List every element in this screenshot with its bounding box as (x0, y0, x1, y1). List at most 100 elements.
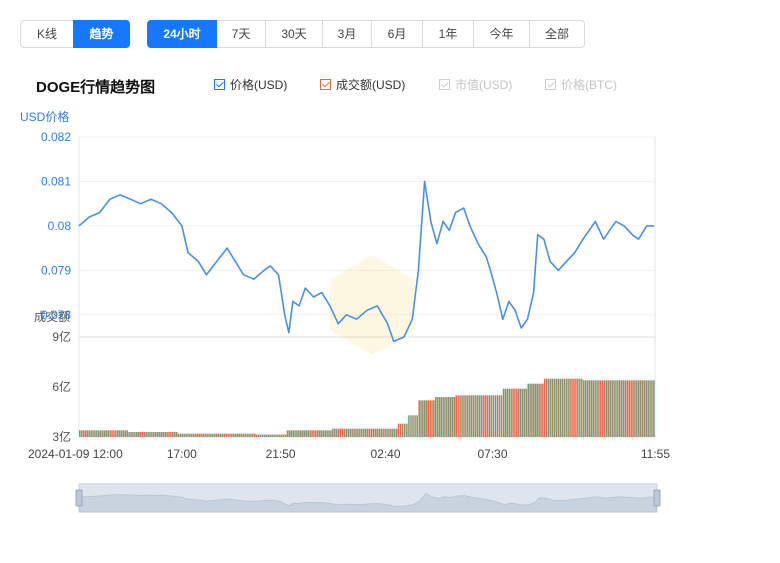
volume-bar (277, 434, 279, 437)
navigator-handle-left[interactable] (75, 489, 83, 507)
volume-bar (433, 400, 435, 437)
volume-bar (309, 430, 311, 437)
volume-bar (128, 432, 130, 437)
volume-bar (516, 388, 518, 437)
volume-bar (107, 430, 109, 437)
volume-bar (605, 380, 608, 437)
legend-price-usd[interactable]: 价格(USD) (214, 76, 287, 93)
tab-30d[interactable]: 30天 (265, 20, 323, 48)
volume-bar (255, 434, 258, 437)
volume-bar (603, 380, 606, 437)
volume-bar (434, 397, 437, 437)
volume-bar (96, 430, 98, 437)
volume-bar (649, 380, 651, 437)
tab-6m[interactable]: 6月 (371, 20, 423, 48)
volume-bar (175, 432, 178, 437)
volume-bar (170, 432, 172, 437)
volume-bar (476, 395, 479, 437)
volume-bar (636, 380, 638, 437)
volume-bar (449, 397, 452, 437)
volume-bar (372, 428, 375, 437)
volume-bar (446, 397, 448, 437)
volume-bar (290, 430, 293, 437)
legend-label: 市值(USD) (455, 78, 513, 92)
volume-bar (223, 433, 226, 437)
legend-price-btc[interactable]: 价格(BTC) (545, 76, 617, 93)
tab-all[interactable]: 全部 (529, 20, 585, 48)
legend-label: 价格(USD) (230, 78, 288, 92)
volume-bar (343, 428, 346, 437)
volume-bar (217, 433, 220, 437)
volume-bar (103, 430, 106, 437)
tab-ytd[interactable]: 今年 (473, 20, 530, 48)
volume-bar (380, 428, 382, 437)
volume-bar (581, 378, 583, 437)
volume-bar (299, 430, 302, 437)
volume-bar (622, 380, 625, 437)
volume-bar (328, 430, 330, 437)
volume-bar (392, 428, 394, 437)
volume-bar (212, 433, 214, 437)
x-tick-label: 11:55 (641, 447, 670, 461)
volume-bar (137, 432, 140, 437)
volume-bar (168, 432, 170, 437)
volume-bar (236, 433, 239, 437)
volume-bar (177, 433, 180, 437)
volume-bar (455, 395, 457, 437)
volume-bar (478, 395, 481, 437)
volume-bar (225, 433, 227, 437)
volume-bar (318, 430, 321, 437)
legend-marketcap-usd[interactable]: 市值(USD) (439, 76, 512, 93)
volume-bar (208, 433, 210, 437)
volume-bar (584, 380, 587, 437)
volume-bar (141, 432, 144, 437)
navigator-handle-right[interactable] (653, 489, 661, 507)
volume-bar (252, 433, 254, 437)
volume-bar (414, 415, 416, 437)
tab-trend[interactable]: 趋势 (73, 20, 130, 48)
volume-bar (545, 378, 548, 437)
volume-bar (643, 380, 646, 437)
price-tick-label: 0.082 (41, 130, 71, 144)
volume-bar (575, 378, 577, 437)
volume-bar (257, 434, 260, 437)
volume-bar (519, 388, 522, 437)
volume-bar (80, 430, 83, 437)
volume-bar (645, 380, 648, 437)
volume-bar (221, 433, 224, 437)
volume-bar (227, 433, 229, 437)
volume-bar (118, 430, 121, 437)
volume-bar (99, 430, 102, 437)
volume-bar (82, 430, 85, 437)
volume-bar (246, 433, 248, 437)
volume-bar (335, 428, 338, 437)
volume-bar (90, 430, 92, 437)
volume-bar (512, 388, 514, 437)
tab-24h[interactable]: 24小时 (147, 20, 217, 48)
volume-bar (231, 433, 233, 437)
volume-bar (134, 432, 136, 437)
volume-bar (506, 388, 509, 437)
volume-bar (160, 432, 163, 437)
volume-bar (447, 397, 450, 437)
volume-bar (378, 428, 381, 437)
volume-bar (386, 428, 388, 437)
volume-bar (569, 378, 571, 437)
volume-bar (263, 434, 266, 437)
volume-bar (351, 428, 353, 437)
volume-bar (347, 428, 350, 437)
volume-bar (200, 433, 203, 437)
tab-kline[interactable]: K线 (20, 20, 74, 48)
view-tabs: K线 趋势 (20, 20, 130, 48)
volume-bar (311, 430, 313, 437)
legend-volume-usd[interactable]: 成交额(USD) (320, 76, 405, 93)
volume-bar (265, 434, 268, 437)
volume-bar (486, 395, 489, 437)
tab-1y[interactable]: 1年 (422, 20, 474, 48)
volume-bar (565, 378, 567, 437)
volume-bar (368, 428, 371, 437)
volume-bar (577, 378, 579, 437)
volume-bar (538, 383, 540, 437)
volume-bar (613, 380, 615, 437)
